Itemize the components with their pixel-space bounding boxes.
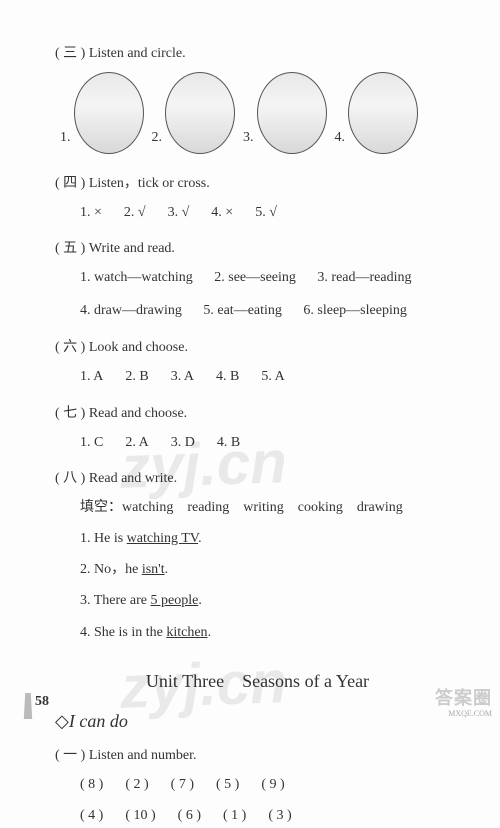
section-8-line: 2. No，he isn't. bbox=[55, 557, 460, 582]
oval-image-row: 1. 2. 3. 4. bbox=[60, 72, 460, 154]
section-5-row: 4. draw—drawing 5. eat—eating 6. sleep—s… bbox=[55, 298, 460, 325]
number-item: ( 5 ) bbox=[216, 772, 239, 797]
page-number: 58 bbox=[35, 694, 49, 710]
underlined-answer: isn't bbox=[142, 562, 165, 577]
section-b1-title: ( 一 ) Listen and number. bbox=[55, 744, 460, 764]
section-4-title: ( 四 ) Listen，tick or cross. bbox=[55, 172, 460, 192]
number-item: ( 3 ) bbox=[268, 803, 291, 828]
number-item: ( 9 ) bbox=[261, 772, 284, 797]
illustration-oval-4 bbox=[348, 72, 418, 154]
section-b1-row: ( 4 ) ( 10 ) ( 6 ) ( 1 ) ( 3 ) bbox=[55, 803, 460, 828]
answer-item: 4. × bbox=[211, 200, 233, 225]
underlined-answer: 5 people bbox=[150, 593, 198, 608]
number-item: ( 6 ) bbox=[178, 803, 201, 828]
number-item: ( 10 ) bbox=[125, 803, 155, 828]
text-fragment: . bbox=[208, 625, 212, 640]
number-item: ( 2 ) bbox=[125, 772, 148, 797]
word-pair: 2. see—seeing bbox=[214, 265, 296, 292]
word-pair: 5. eat—eating bbox=[203, 298, 282, 325]
answer-item: 4. B bbox=[216, 364, 239, 389]
fill-blank-words: 填空：watching reading writing cooking draw… bbox=[55, 495, 460, 520]
section-b1-row: ( 8 ) ( 2 ) ( 7 ) ( 5 ) ( 9 ) bbox=[55, 772, 460, 797]
answer-item: 2. A bbox=[125, 430, 148, 455]
unit-title: Unit Three Seasons of a Year bbox=[55, 667, 460, 693]
i-can-do-heading: ◇I can do bbox=[55, 711, 460, 732]
oval-num: 1. bbox=[60, 130, 71, 146]
answer-item: 5. √ bbox=[255, 200, 277, 225]
section-4-answers: 1. × 2. √ 3. √ 4. × 5. √ bbox=[55, 200, 460, 225]
word-pair: 1. watch—watching bbox=[80, 265, 193, 292]
answer-item: 2. B bbox=[125, 364, 148, 389]
corner-logo-line1: 答案圈 bbox=[435, 688, 492, 710]
section-8-line: 1. He is watching TV. bbox=[55, 526, 460, 551]
fill-words: watching reading writing cooking drawing bbox=[122, 500, 403, 515]
text-fragment: . bbox=[198, 531, 202, 546]
oval-num: 2. bbox=[152, 130, 163, 146]
answer-item: 3. D bbox=[171, 430, 195, 455]
answer-item: 1. × bbox=[80, 200, 102, 225]
section-8-title: ( 八 ) Read and write. bbox=[55, 467, 460, 487]
word-pair: 6. sleep—sleeping bbox=[303, 298, 406, 325]
number-item: ( 7 ) bbox=[171, 772, 194, 797]
illustration-oval-3 bbox=[257, 72, 327, 154]
section-7-title: ( 七 ) Read and choose. bbox=[55, 402, 460, 422]
word-pair: 4. draw—drawing bbox=[80, 298, 182, 325]
oval-num: 3. bbox=[243, 130, 254, 146]
word-pair: 3. read—reading bbox=[317, 265, 411, 292]
section-6-title: ( 六 ) Look and choose. bbox=[55, 336, 460, 356]
section-5-row: 1. watch—watching 2. see—seeing 3. read—… bbox=[55, 265, 460, 292]
corner-logo: 答案圈 MXQE.COM bbox=[435, 688, 492, 719]
page-number-badge: 58 bbox=[35, 687, 75, 717]
text-fragment: 3. There are bbox=[80, 593, 150, 608]
number-item: ( 8 ) bbox=[80, 772, 103, 797]
answer-item: 4. B bbox=[217, 430, 240, 455]
section-7-answers: 1. C 2. A 3. D 4. B bbox=[55, 430, 460, 455]
section-5-title: ( 五 ) Write and read. bbox=[55, 237, 460, 257]
answer-item: 5. A bbox=[261, 364, 284, 389]
underlined-answer: kitchen bbox=[166, 625, 207, 640]
illustration-oval-1 bbox=[74, 72, 144, 154]
corner-logo-line2: MXQE.COM bbox=[435, 709, 492, 719]
illustration-oval-2 bbox=[165, 72, 235, 154]
fill-label: 填空： bbox=[80, 500, 122, 515]
answer-item: 3. A bbox=[171, 364, 194, 389]
text-fragment: . bbox=[198, 593, 202, 608]
section-8-line: 4. She is in the kitchen. bbox=[55, 620, 460, 645]
underlined-answer: watching TV bbox=[127, 531, 198, 546]
section-8-line: 3. There are 5 people. bbox=[55, 588, 460, 613]
text-fragment: 4. She is in the bbox=[80, 625, 166, 640]
answer-item: 1. C bbox=[80, 430, 103, 455]
text-fragment: 2. No，he bbox=[80, 562, 142, 577]
section-6-answers: 1. A 2. B 3. A 4. B 5. A bbox=[55, 364, 460, 389]
text-fragment: 1. He is bbox=[80, 531, 127, 546]
number-item: ( 4 ) bbox=[80, 803, 103, 828]
number-item: ( 1 ) bbox=[223, 803, 246, 828]
section-3-title: ( 三 ) Listen and circle. bbox=[55, 42, 460, 62]
answer-item: 1. A bbox=[80, 364, 103, 389]
answer-item: 2. √ bbox=[124, 200, 146, 225]
answer-item: 3. √ bbox=[168, 200, 190, 225]
text-fragment: . bbox=[165, 562, 169, 577]
oval-num: 4. bbox=[335, 130, 346, 146]
